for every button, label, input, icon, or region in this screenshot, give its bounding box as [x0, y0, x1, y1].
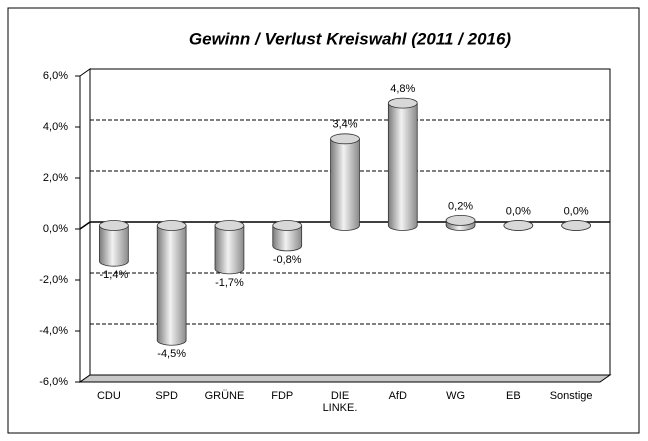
bar-top	[156, 220, 187, 231]
bar-top	[387, 97, 418, 109]
bar	[215, 225, 244, 269]
data-label: 0,0%	[506, 205, 531, 217]
x-tick-label: EB	[505, 390, 521, 402]
bar	[272, 225, 302, 246]
chart-title: Gewinn / Verlust Kreiswahl (2011 / 2016)	[189, 29, 512, 48]
x-tick-label: Sonstige	[549, 390, 593, 402]
y-tick-label: -6,0%	[39, 376, 68, 388]
bar	[157, 225, 187, 341]
y-tick-label: 4,0%	[43, 121, 68, 133]
data-label: 3,4%	[332, 119, 357, 131]
x-tick-label: FDP	[271, 390, 294, 402]
bar-top	[99, 220, 129, 231]
bar-top	[330, 133, 360, 145]
bar-top	[503, 220, 534, 231]
bar	[330, 138, 360, 226]
data-label: -1,4%	[100, 269, 129, 281]
bar-top	[561, 220, 591, 231]
y-tick-label: 2,0%	[43, 172, 68, 184]
bar-top	[445, 214, 476, 226]
data-label: -0,8%	[273, 254, 302, 266]
floor	[78, 374, 612, 383]
x-tick-label: AfD	[388, 390, 407, 402]
x-tick-label: WG	[446, 390, 466, 402]
bar-top	[272, 220, 303, 231]
x-tick-label: GRÜNE	[204, 390, 245, 402]
bar	[99, 225, 129, 262]
x-tick-label: SPD	[155, 390, 178, 402]
data-label: -1,7%	[215, 277, 244, 289]
bar-top	[214, 220, 245, 231]
y-tick-label: 6,0%	[43, 70, 68, 82]
data-label: 0,2%	[448, 200, 473, 212]
x-tick-label: CDU	[96, 390, 121, 402]
zero-side	[79, 221, 91, 230]
y-tick-label: -2,0%	[39, 274, 68, 286]
data-label: -4,5%	[157, 348, 186, 360]
bar	[388, 103, 418, 226]
y-tick-label: 0,0%	[43, 223, 68, 235]
y-tick-label: -4,0%	[39, 325, 68, 337]
data-label: 0,0%	[564, 205, 589, 217]
data-label: 4,8%	[390, 83, 415, 95]
x-tick-label: DIE LINKE.	[322, 390, 358, 414]
